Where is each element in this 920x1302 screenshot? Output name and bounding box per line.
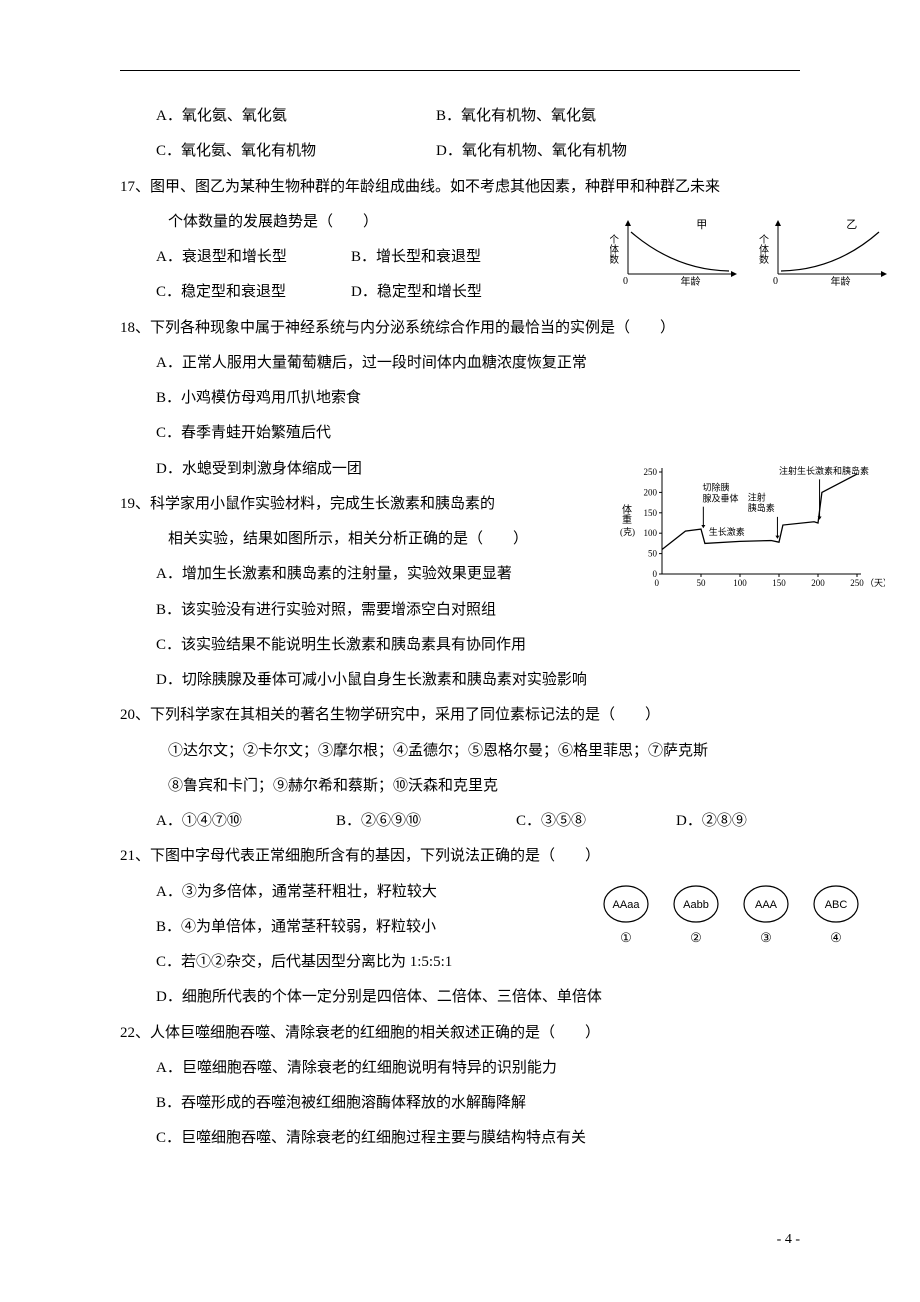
q17-opt-d: D．稳定型和增长型 <box>351 275 482 310</box>
q20-stem: 20、下列科学家在其相关的著名生物学研究中，采用了同位素标记法的是（ ） <box>120 698 800 733</box>
svg-text:0: 0 <box>773 276 778 287</box>
q20-opt-b: B．②⑥⑨⑩ <box>336 804 516 839</box>
svg-text:250: 250 <box>644 467 658 477</box>
header-divider <box>120 70 800 71</box>
q17-opt-a: A．衰退型和增长型 <box>156 240 351 275</box>
svg-text:100: 100 <box>644 528 658 538</box>
svg-text:个体数: 个体数 <box>757 234 769 265</box>
q20-list1: ①达尔文；②卡尔文；③摩尔根；④孟德尔；⑤恩格尔曼；⑥格里菲思；⑦萨克斯 <box>120 734 800 769</box>
svg-text:腺及垂体: 腺及垂体 <box>703 492 739 503</box>
q16-opt-d: D．氧化有机物、氧化有机物 <box>436 134 627 169</box>
q19-opt-c: C．该实验结果不能说明生长激素和胰岛素具有协同作用 <box>120 628 800 663</box>
svg-text:200: 200 <box>811 578 825 588</box>
q16-row1: A．氧化氨、氧化氨 B．氧化有机物、氧化氨 <box>120 99 800 134</box>
q20-opt-a: A．①④⑦⑩ <box>156 804 336 839</box>
svg-text:④: ④ <box>830 930 842 945</box>
svg-text:胰岛素: 胰岛素 <box>748 502 775 513</box>
q21-opt-c: C．若①②杂交，后代基因型分离比为 1:5:5:1 <box>120 945 800 980</box>
svg-text:AAaa: AAaa <box>613 899 641 911</box>
svg-text:0: 0 <box>655 578 660 588</box>
svg-text:注射生长激素和胰岛素: 注射生长激素和胰岛素 <box>779 465 869 476</box>
svg-text:（天）: （天） <box>865 578 885 588</box>
svg-text:年龄: 年龄 <box>831 275 851 288</box>
q18-stem: 18、下列各种现象中属于神经系统与内分泌系统综合作用的最恰当的实例是（ ） <box>120 311 800 346</box>
svg-text:重: 重 <box>622 513 632 526</box>
q22-stem: 22、人体巨噬细胞吞噬、清除衰老的红细胞的相关叙述正确的是（ ） <box>120 1016 800 1051</box>
q17-stem: 17、图甲、图乙为某种生物种群的年龄组成曲线。如不考虑其他因素，种群甲和种群乙未… <box>120 170 800 205</box>
q16-opt-c: C．氧化氨、氧化有机物 <box>156 134 436 169</box>
svg-text:乙: 乙 <box>846 218 857 231</box>
svg-text:年龄: 年龄 <box>681 275 701 288</box>
svg-text:体: 体 <box>622 504 632 516</box>
q20-opt-d: D．②⑧⑨ <box>676 804 747 839</box>
q16-opt-b: B．氧化有机物、氧化氨 <box>436 99 596 134</box>
q21-diagram: AAaa ① Aabb ② AAA ③ ABC ④ <box>600 880 890 950</box>
svg-text:0: 0 <box>623 276 628 287</box>
svg-text:(克): (克) <box>620 527 635 537</box>
svg-text:50: 50 <box>697 578 707 588</box>
svg-text:②: ② <box>690 930 702 945</box>
svg-text:生长激素: 生长激素 <box>709 526 745 537</box>
svg-text:150: 150 <box>772 578 786 588</box>
svg-text:③: ③ <box>760 930 772 945</box>
q22-opt-c: C．巨噬细胞吞噬、清除衰老的红细胞过程主要与膜结构特点有关 <box>120 1121 800 1156</box>
q19-diagram: 050100150200250501001502002500（天）体重(克)切除… <box>620 462 885 590</box>
page-number: - 4 - <box>0 1224 800 1257</box>
q16-opt-a: A．氧化氨、氧化氨 <box>156 99 436 134</box>
svg-text:Aabb: Aabb <box>683 899 709 911</box>
svg-text:注射: 注射 <box>748 492 766 503</box>
svg-text:①: ① <box>620 930 632 945</box>
svg-text:甲: 甲 <box>696 219 707 231</box>
svg-text:200: 200 <box>644 487 658 497</box>
q22-opt-a: A．巨噬细胞吞噬、清除衰老的红细胞说明有特异的识别能力 <box>120 1051 800 1086</box>
q17-diagram: 个体数 0 年龄 甲个体数 0 年龄 乙 <box>610 216 890 288</box>
svg-text:AAA: AAA <box>755 899 778 911</box>
svg-text:100: 100 <box>733 578 747 588</box>
q17-opt-c: C．稳定型和衰退型 <box>156 275 351 310</box>
svg-text:250: 250 <box>850 578 864 588</box>
q21-opt-d: D．细胞所代表的个体一定分别是四倍体、二倍体、三倍体、单倍体 <box>120 980 800 1015</box>
q18-opt-b: B．小鸡模仿母鸡用爪扒地索食 <box>120 381 800 416</box>
svg-text:50: 50 <box>648 549 658 559</box>
q19-opt-d: D．切除胰腺及垂体可减小小鼠自身生长激素和胰岛素对实验影响 <box>120 663 800 698</box>
q17-opt-b: B．增长型和衰退型 <box>351 240 481 275</box>
q20-opts: A．①④⑦⑩ B．②⑥⑨⑩ C．③⑤⑧ D．②⑧⑨ <box>120 804 800 839</box>
q16-row2: C．氧化氨、氧化有机物 D．氧化有机物、氧化有机物 <box>120 134 800 169</box>
svg-text:150: 150 <box>644 508 658 518</box>
q20-opt-c: C．③⑤⑧ <box>516 804 676 839</box>
svg-text:个体数: 个体数 <box>610 234 619 265</box>
q18-opt-a: A．正常人服用大量葡萄糖后，过一段时间体内血糖浓度恢复正常 <box>120 346 800 381</box>
q19-opt-b: B．该实验没有进行实验对照，需要增添空白对照组 <box>120 593 800 628</box>
q18-opt-c: C．春季青蛙开始繁殖后代 <box>120 416 800 451</box>
svg-text:ABC: ABC <box>825 899 848 911</box>
svg-text:切除胰: 切除胰 <box>703 481 730 492</box>
q20-list2: ⑧鲁宾和卡门；⑨赫尔希和蔡斯；⑩沃森和克里克 <box>120 769 800 804</box>
q22-opt-b: B．吞噬形成的吞噬泡被红细胞溶酶体释放的水解酶降解 <box>120 1086 800 1121</box>
q21-stem: 21、下图中字母代表正常细胞所含有的基因，下列说法正确的是（ ） <box>120 839 800 874</box>
